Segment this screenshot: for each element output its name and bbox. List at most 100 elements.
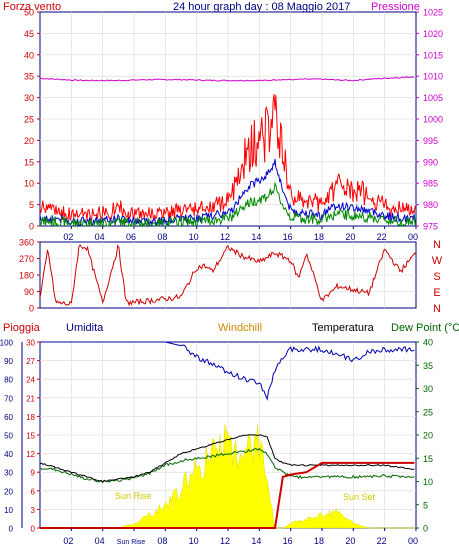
top-right-tick-label: 1020 xyxy=(423,29,443,39)
mid-left-tick-label: 180 xyxy=(19,271,34,281)
temperature-axis: 0 5 10 15 20 25 30 35 40 xyxy=(416,338,433,534)
humidity-tick-label: 0 xyxy=(9,525,14,534)
humidity-axis: 0 10 20 30 40 50 60 70 80 90 100 xyxy=(0,339,23,534)
top-x-tick-label: 10 xyxy=(189,232,199,242)
mid-left-tick-label: 0 xyxy=(29,304,34,314)
humidity-tick-label: 30 xyxy=(4,469,13,478)
wind-gust-line xyxy=(39,94,417,223)
compass-label: N xyxy=(433,303,441,315)
top-x-tick-label: 14 xyxy=(251,232,261,242)
sun-set-label: Sun Set xyxy=(343,492,376,502)
rain-tick-label: 21 xyxy=(26,394,35,403)
compass-label: W xyxy=(432,255,443,267)
top-left-tick-label: 0 xyxy=(29,222,34,232)
top-x-tick-label: 12 xyxy=(220,232,230,242)
bottom-x-tick-label: 08 xyxy=(157,536,167,546)
rain-axis: 0 3 6 9 12 15 18 21 24 27 30 xyxy=(26,339,40,534)
pressure-line xyxy=(40,76,415,82)
top-right-axis: 975 980 985 990 995 1000 1005 1010 1015 1020 1025 xyxy=(416,8,443,232)
top-x-tick-label: 16 xyxy=(283,232,293,242)
top-left-tick-label: 40 xyxy=(24,50,34,60)
mid-grid xyxy=(40,242,416,308)
umidita-label: Umidita xyxy=(66,322,104,334)
top-right-label: Pressione xyxy=(371,1,420,13)
top-right-tick-label: 980 xyxy=(423,200,438,210)
top-left-tick-label: 15 xyxy=(24,157,34,167)
temperature-tick-label: 35 xyxy=(423,361,433,371)
windchill-label: Windchill xyxy=(218,322,262,334)
top-x-tick-label: 08 xyxy=(157,232,167,242)
top-left-tick-label: 35 xyxy=(24,72,34,82)
rain-tick-label: 0 xyxy=(31,525,36,534)
top-x-tick-label: 20 xyxy=(345,232,355,242)
top-left-tick-label: 50 xyxy=(24,8,34,18)
rain-tick-label: 3 xyxy=(31,506,36,515)
rain-tick-label: 12 xyxy=(26,450,35,459)
temperature-tick-label: 0 xyxy=(423,524,428,534)
bottom-x-tick-label: 02 xyxy=(63,536,73,546)
rain-tick-label: 18 xyxy=(26,413,35,422)
top-right-tick-label: 975 xyxy=(423,222,438,232)
top-left-axis: 0 5 10 15 20 25 30 35 40 45 50 xyxy=(24,8,40,232)
bottom-x-tick-label: 22 xyxy=(377,536,387,546)
rain-tick-label: 15 xyxy=(26,432,35,441)
temperature-line xyxy=(39,434,415,483)
top-x-tick-label: 04 xyxy=(95,232,105,242)
top-right-tick-label: 985 xyxy=(423,179,438,189)
top-right-tick-label: 1000 xyxy=(423,115,443,125)
rain-tick-label: 6 xyxy=(31,487,36,496)
bottom-x-tick-label: 18 xyxy=(314,536,324,546)
top-right-tick-label: 1015 xyxy=(423,50,443,60)
bottom-x-tick-label: 12 xyxy=(220,536,230,546)
humidity-tick-label: 100 xyxy=(0,339,14,348)
top-grid xyxy=(40,12,416,226)
top-x-tick-label: 02 xyxy=(63,232,73,242)
top-right-tick-label: 990 xyxy=(423,157,438,167)
rain-tick-label: 9 xyxy=(31,469,36,478)
bottom-x-tick-label: Sun Rise xyxy=(117,539,146,546)
bottom-x-tick-label: 14 xyxy=(251,536,261,546)
top-left-tick-label: 45 xyxy=(24,29,34,39)
mid-left-tick-label: 90 xyxy=(24,287,34,297)
humidity-tick-label: 50 xyxy=(4,432,13,441)
top-x-tick-label: 22 xyxy=(377,232,387,242)
bottom-x-tick-label: 00 xyxy=(408,536,418,546)
top-x-tick-label: 18 xyxy=(314,232,324,242)
temperature-tick-label: 25 xyxy=(423,407,433,417)
humidity-tick-label: 40 xyxy=(4,450,13,459)
top-right-tick-label: 1010 xyxy=(423,72,443,82)
compass-label: E xyxy=(433,287,440,299)
top-right-tick-label: 1025 xyxy=(423,8,443,18)
top-title: 24 hour graph day : 08 Maggio 2017 xyxy=(173,1,350,13)
top-right-tick-label: 995 xyxy=(423,136,438,146)
top-x-axis: 02 04 06 08 10 12 14 16 18 20 22 00 xyxy=(63,226,418,242)
temperature-tick-label: 30 xyxy=(423,384,433,394)
bottom-x-axis: 02 04 Sun Rise 08 10 12 14 16 18 20 22 00 xyxy=(63,528,418,546)
humidity-line xyxy=(40,341,415,401)
bottom-x-tick-label: 16 xyxy=(283,536,293,546)
temperature-tick-label: 15 xyxy=(423,454,433,464)
mid-left-tick-label: 360 xyxy=(19,238,34,248)
temperature-tick-label: 20 xyxy=(423,431,433,441)
temperature-panel: Pioggia Umidita Windchill Temperatura De… xyxy=(0,322,459,546)
rain-tick-label: 27 xyxy=(26,357,35,366)
humidity-tick-label: 10 xyxy=(4,506,13,515)
wind-min-line xyxy=(39,181,417,228)
mid-left-tick-label: 270 xyxy=(19,254,34,264)
temperature-tick-label: 10 xyxy=(423,477,433,487)
top-right-tick-label: 1005 xyxy=(423,93,443,103)
wind-avg-line xyxy=(39,159,417,227)
top-left-tick-label: 30 xyxy=(24,93,34,103)
bottom-x-tick-label: 10 xyxy=(189,536,199,546)
top-left-tick-label: 20 xyxy=(24,136,34,146)
humidity-tick-label: 70 xyxy=(4,394,13,403)
temperatura-label: Temperatura xyxy=(312,322,375,334)
top-left-tick-label: 25 xyxy=(24,115,34,125)
pioggia-label: Pioggia xyxy=(3,322,41,334)
top-x-tick-label: 00 xyxy=(408,232,418,242)
